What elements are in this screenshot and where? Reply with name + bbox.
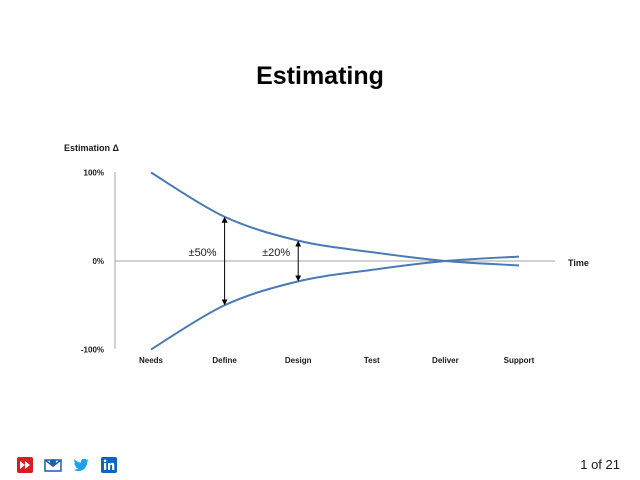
slide-title: Estimating [256,62,384,90]
range-label: ±20% [262,247,290,259]
x-tick-label: Design [285,356,312,365]
x-tick-label: Test [364,356,380,365]
mail-icon[interactable] [44,456,62,474]
fast-forward-icon[interactable] [16,456,34,474]
page-counter: 1 of 21 [580,457,620,472]
y-tick-label: 0% [92,257,104,266]
estimation-chart: Estimation Δ Time 100% 0% -100% Needs Defin… [64,143,589,365]
y-tick-label: 100% [84,169,104,178]
x-tick-label: Deliver [432,356,459,365]
y-axis-title: Estimation Δ [64,143,120,153]
twitter-icon[interactable] [72,456,90,474]
x-tick-label: Needs [139,356,164,365]
x-tick-label: Define [212,356,237,365]
share-toolbar [16,455,118,475]
linkedin-icon[interactable] [100,456,118,474]
range-label: ±50% [189,247,217,259]
lower-estimate-line [150,255,520,351]
x-tick-label: Support [504,356,535,365]
y-tick-label: -100% [81,346,104,355]
x-axis-title: Time [568,258,589,268]
